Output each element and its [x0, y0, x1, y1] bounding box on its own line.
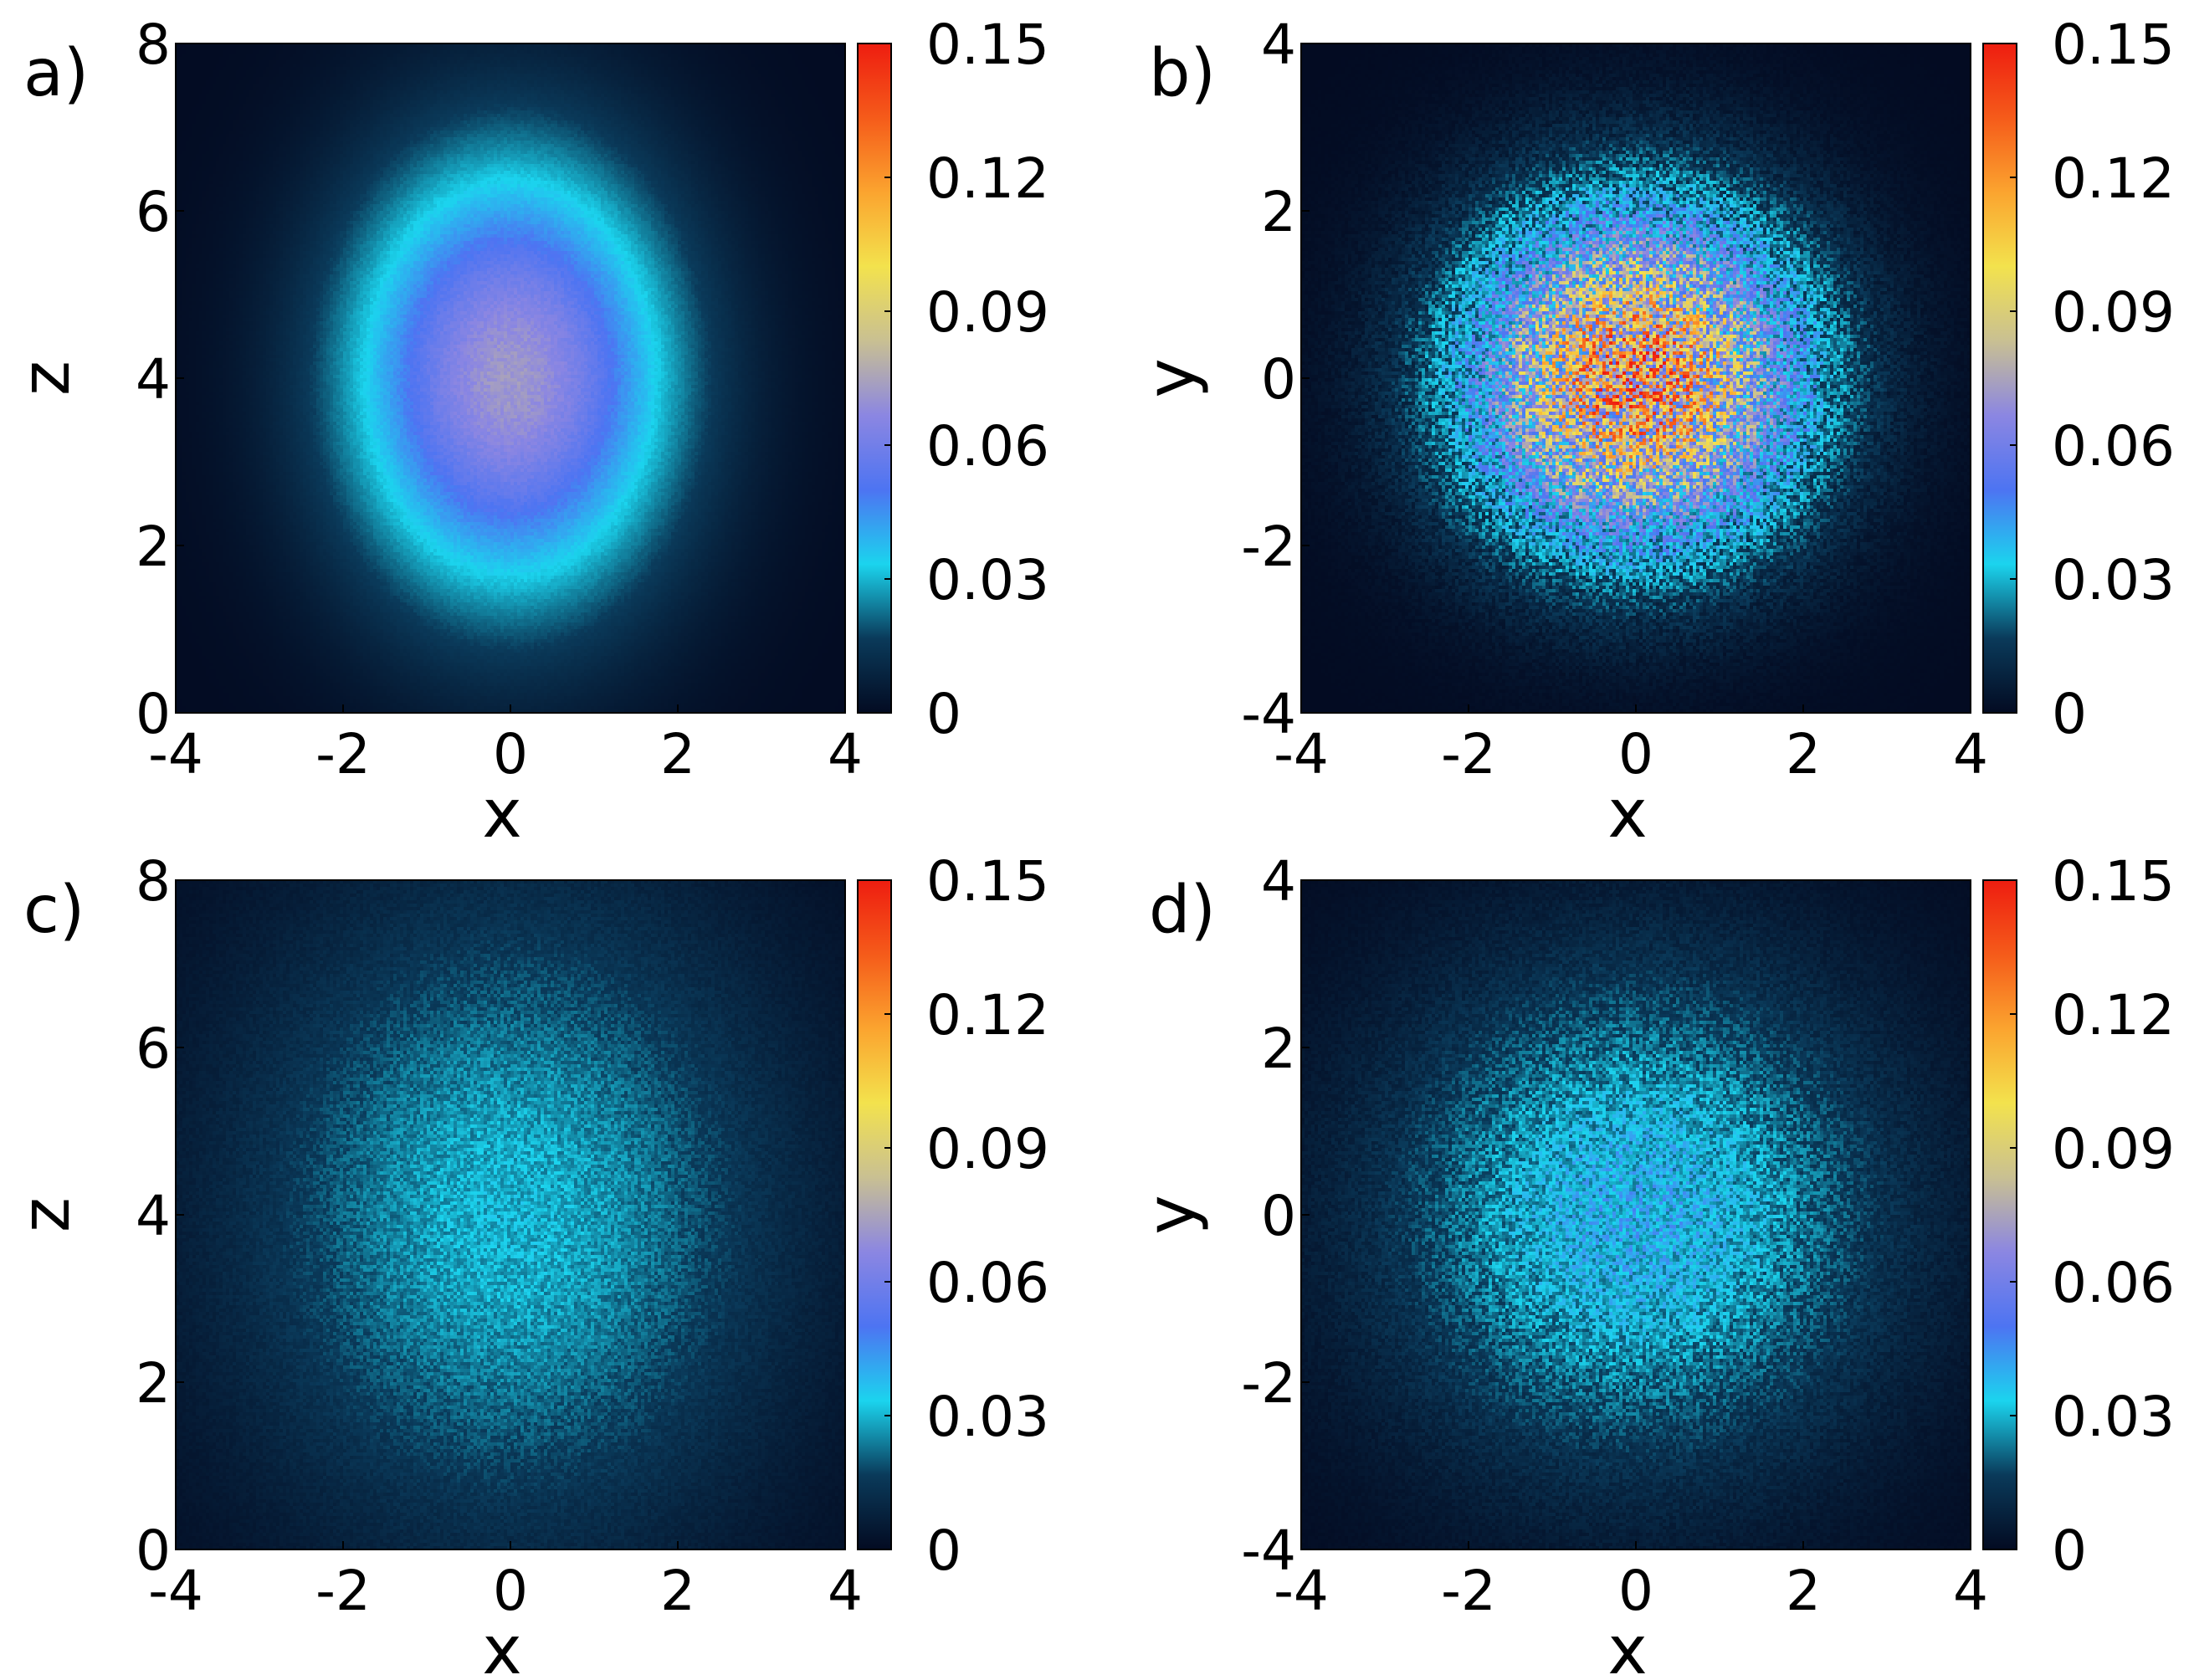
x-axis-label: x	[1607, 775, 1647, 853]
x-tick-label: 4	[828, 1559, 863, 1623]
y-tick-label: 4	[1261, 13, 1296, 77]
colorbar-tick-label: 0.09	[926, 280, 1049, 345]
y-axis-label: z	[7, 361, 85, 396]
x-tick-label: -2	[315, 722, 371, 786]
colorbar-tick-label: 0.06	[2052, 414, 2175, 479]
y-axis-label: y	[1132, 358, 1210, 397]
colorbar	[1982, 879, 2017, 1550]
y-tick-label: 2	[1261, 180, 1296, 244]
panel-label: b)	[1149, 36, 1216, 111]
y-tick-label: 4	[136, 1184, 171, 1248]
y-tick-label: 2	[136, 515, 171, 579]
colorbar	[1982, 43, 2017, 714]
colorbar-tick-label: 0	[2052, 682, 2087, 746]
colorbar-tick-label: 0.15	[2052, 849, 2175, 914]
x-tick-label: 0	[1618, 722, 1653, 786]
y-tick-label: 8	[136, 13, 171, 77]
colorbar-tick-label: 0.09	[2052, 280, 2175, 345]
y-tick-label: 0	[1261, 1184, 1296, 1248]
colorbar-tick-label: 0.12	[2052, 146, 2175, 211]
y-tick-label: 8	[136, 849, 171, 914]
panel-label: a)	[23, 36, 89, 111]
colorbar-tick-label: 0.06	[926, 1251, 1049, 1315]
heatmap-image	[1301, 44, 1971, 713]
x-tick-label: -2	[315, 1559, 371, 1623]
x-axis-label: x	[482, 775, 521, 853]
x-tick-label: 4	[1953, 1559, 1988, 1623]
panel-b: 0 0.03 0.06 0.09 0.12 0.15 -4 -2 0 2 4 -4 -2 0 2 4 x y b)	[1132, 13, 2175, 853]
y-tick-label: 0	[136, 1519, 171, 1583]
x-tick-label: -4	[1274, 722, 1329, 786]
colorbar-tick-label: 0	[2052, 1519, 2087, 1583]
colorbar-tick-label: 0.15	[926, 13, 1049, 77]
colorbar-tick-label: 0.03	[2052, 1385, 2175, 1449]
y-axis-label: y	[1132, 1195, 1210, 1234]
x-tick-label: 4	[828, 722, 863, 786]
y-axis-label: z	[7, 1197, 85, 1232]
y-tick-label: 4	[136, 347, 171, 412]
y-tick-label: 0	[136, 682, 171, 746]
heatmap-image	[176, 44, 845, 713]
colorbar-tick-label: 0.09	[2052, 1117, 2175, 1181]
colorbar	[857, 43, 892, 714]
x-tick-label: 0	[493, 1559, 528, 1623]
x-axis-label: x	[482, 1611, 521, 1680]
y-tick-label: -4	[1241, 1519, 1296, 1583]
x-tick-label: -4	[148, 722, 203, 786]
x-axis-label: x	[1607, 1611, 1647, 1680]
heatmap-image	[176, 880, 845, 1549]
x-tick-label: -2	[1441, 722, 1496, 786]
x-tick-label: 2	[1786, 722, 1821, 786]
heatmap-image	[1301, 880, 1971, 1549]
x-tick-label: -2	[1441, 1559, 1496, 1623]
panel-label: d)	[1149, 873, 1216, 948]
panel-label: c)	[23, 873, 85, 948]
colorbar-tick-label: 0.12	[926, 146, 1049, 211]
y-tick-label: 6	[136, 180, 171, 244]
y-tick-label: 4	[1261, 849, 1296, 914]
colorbar-tick-label: 0.15	[926, 849, 1049, 914]
colorbar-tick-label: 0.12	[2052, 983, 2175, 1047]
colorbar-tick-label: 0.15	[2052, 13, 2175, 77]
colorbar-tick-label: 0.09	[926, 1117, 1049, 1181]
panel-d: 0 0.03 0.06 0.09 0.12 0.15 -4 -2 0 2 4 -4 -2 0 2 4 x y d)	[1132, 849, 2175, 1680]
x-tick-label: -4	[148, 1559, 203, 1623]
y-tick-label: -2	[1241, 1351, 1296, 1416]
x-tick-label: 2	[660, 722, 695, 786]
y-tick-label: 2	[136, 1351, 171, 1416]
y-tick-label: 6	[136, 1017, 171, 1081]
y-tick-label: -2	[1241, 515, 1296, 579]
x-tick-label: 2	[660, 1559, 695, 1623]
colorbar-tick-label: 0.06	[2052, 1251, 2175, 1315]
colorbar-tick-label: 0	[926, 682, 961, 746]
colorbar-tick-label: 0.03	[926, 1385, 1049, 1449]
y-tick-label: 2	[1261, 1017, 1296, 1081]
y-tick-label: 0	[1261, 347, 1296, 412]
y-tick-label: -4	[1241, 682, 1296, 746]
colorbar-tick-label: 0	[926, 1519, 961, 1583]
colorbar	[857, 879, 892, 1550]
x-tick-label: 0	[1618, 1559, 1653, 1623]
x-tick-label: -4	[1274, 1559, 1329, 1623]
colorbar-tick-label: 0.12	[926, 983, 1049, 1047]
x-tick-label: 2	[1786, 1559, 1821, 1623]
x-tick-label: 0	[493, 722, 528, 786]
x-tick-label: 4	[1953, 722, 1988, 786]
colorbar-tick-label: 0.03	[2052, 548, 2175, 612]
colorbar-tick-label: 0.06	[926, 414, 1049, 479]
colorbar-tick-label: 0.03	[926, 548, 1049, 612]
